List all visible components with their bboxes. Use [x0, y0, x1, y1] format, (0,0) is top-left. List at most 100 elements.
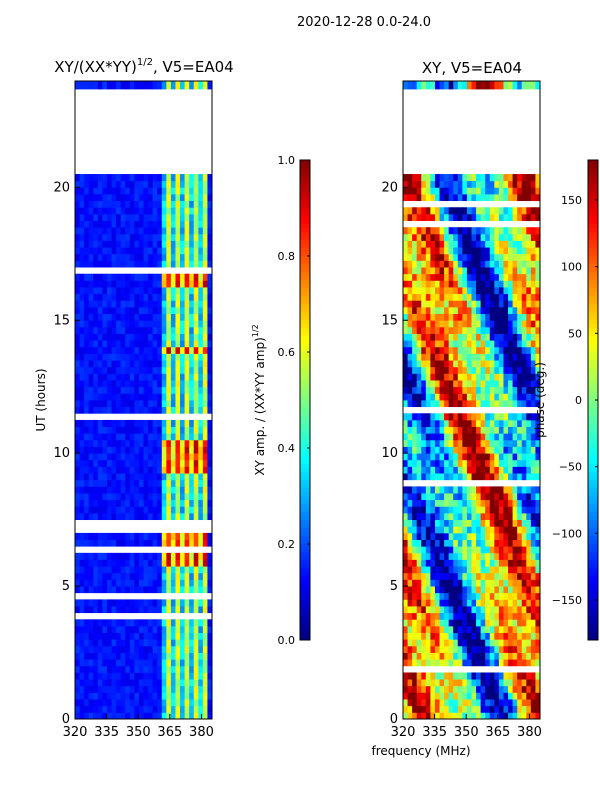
heatmap-cell	[202, 333, 208, 341]
colorbar-step	[588, 420, 598, 425]
heatmap-cell	[480, 499, 486, 507]
heatmap-cell	[480, 446, 486, 454]
colorbar-step	[588, 192, 598, 197]
heatmap-cell	[530, 699, 536, 707]
heatmap-cell	[526, 400, 532, 408]
heatmap-cell	[161, 493, 167, 501]
heatmap-cell	[471, 499, 477, 507]
heatmap-cell	[97, 699, 103, 707]
heatmap-cell	[476, 293, 482, 301]
heatmap-cell	[462, 625, 468, 634]
heatmap-cell	[439, 586, 445, 594]
heatmap-cell	[521, 313, 527, 321]
heatmap-cell	[530, 207, 536, 215]
heatmap-cell	[485, 413, 491, 421]
heatmap-cell	[521, 227, 527, 235]
heatmap-cell	[466, 659, 472, 667]
heatmap-cell	[412, 174, 418, 182]
heatmap-cell	[170, 360, 176, 368]
heatmap-cell	[180, 433, 185, 441]
heatmap-cell	[75, 353, 80, 361]
heatmap-cell	[530, 532, 536, 540]
heatmap-cell	[198, 506, 204, 514]
heatmap-cell	[125, 579, 131, 587]
heatmap-cell	[471, 566, 477, 574]
heatmap-cell	[125, 459, 131, 467]
heatmap-cell	[75, 493, 80, 501]
heatmap-cell	[111, 373, 117, 381]
heatmap-cell	[120, 459, 126, 467]
heatmap-cell	[84, 81, 90, 90]
heatmap-cell	[102, 486, 108, 494]
colorbar-step	[300, 448, 310, 453]
heatmap-cell	[193, 300, 199, 308]
heatmap-cell	[508, 699, 513, 707]
heatmap-cell	[457, 400, 463, 408]
heatmap-cell	[489, 413, 495, 421]
heatmap-cell	[161, 446, 167, 454]
heatmap-cell	[526, 466, 532, 474]
heatmap-cell	[425, 466, 431, 474]
heatmap-cell	[412, 486, 418, 494]
heatmap-cell	[434, 426, 440, 434]
heatmap-cell	[184, 672, 190, 680]
heatmap-cell	[425, 213, 431, 221]
heatmap-cell	[444, 333, 450, 341]
heatmap-cell	[79, 380, 85, 388]
heatmap-cell	[466, 174, 472, 182]
heatmap-cell	[462, 586, 468, 594]
heatmap-cell	[184, 499, 190, 507]
heatmap-cell	[434, 599, 440, 607]
heatmap-cell	[152, 699, 158, 707]
heatmap-cell	[403, 499, 408, 507]
heatmap-cell	[97, 606, 103, 614]
heatmap-cell	[93, 220, 99, 228]
heatmap-cell	[403, 267, 408, 275]
heatmap-cell	[198, 479, 204, 487]
heatmap-cell	[425, 419, 431, 427]
heatmap-cell	[138, 632, 144, 640]
heatmap-cell	[143, 665, 149, 673]
colorbar-step	[300, 340, 310, 345]
heatmap-cell	[79, 606, 85, 614]
heatmap-cell	[498, 180, 504, 188]
heatmap-cell	[152, 606, 158, 614]
heatmap-cell	[111, 493, 117, 501]
heatmap-cell	[425, 193, 431, 202]
heatmap-cell	[138, 426, 144, 434]
heatmap-cell	[471, 625, 477, 634]
heatmap-cell	[106, 632, 112, 640]
heatmap-cell	[157, 446, 163, 454]
heatmap-cell	[476, 659, 482, 667]
heatmap-cell	[412, 539, 418, 547]
heatmap-cell	[530, 293, 536, 301]
heatmap-cell	[75, 253, 80, 261]
heatmap-cell	[148, 174, 154, 182]
heatmap-cell	[462, 353, 468, 361]
heatmap-cell	[152, 599, 158, 607]
heatmap-cell	[466, 313, 472, 321]
heatmap-cell	[485, 679, 491, 687]
heatmap-cell	[125, 572, 131, 580]
heatmap-cell	[498, 81, 504, 90]
heatmap-cell	[448, 233, 454, 241]
heatmap-cell	[466, 193, 472, 202]
heatmap-cell	[134, 340, 140, 348]
heatmap-cell	[425, 360, 431, 368]
heatmap-cell	[517, 353, 523, 361]
heatmap-cell	[175, 419, 181, 427]
heatmap-cell	[148, 433, 154, 441]
heatmap-cell	[407, 280, 413, 288]
heatmap-cell	[157, 499, 163, 507]
heatmap-cell	[503, 559, 509, 567]
heatmap-cell	[97, 273, 103, 281]
heatmap-cell	[453, 446, 459, 454]
heatmap-cell	[116, 386, 122, 394]
heatmap-cell	[129, 220, 135, 228]
heatmap-cell	[93, 586, 99, 594]
heatmap-cell	[498, 433, 504, 441]
heatmap-cell	[75, 380, 80, 388]
heatmap-cell	[521, 446, 527, 454]
heatmap-cell	[175, 539, 181, 547]
heatmap-cell	[407, 506, 413, 514]
